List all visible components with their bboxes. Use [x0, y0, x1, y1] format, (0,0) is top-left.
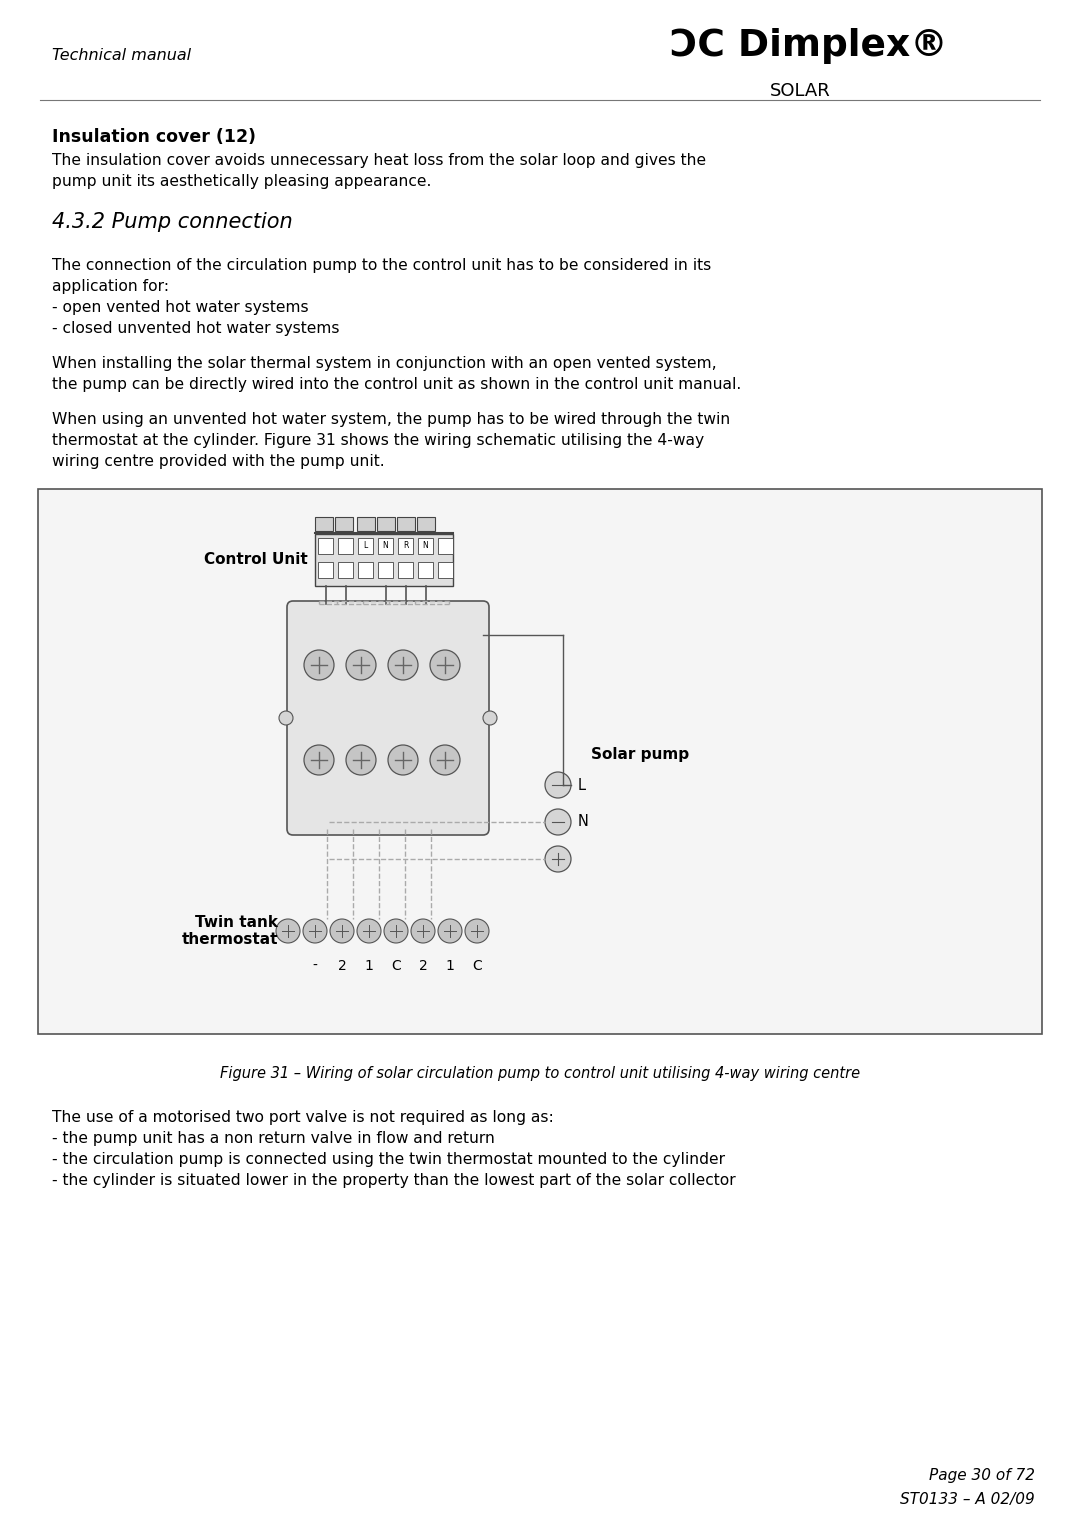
FancyBboxPatch shape	[287, 601, 489, 835]
Text: When installing the solar thermal system in conjunction with an open vented syst: When installing the solar thermal system…	[52, 356, 717, 371]
Bar	[357, 538, 373, 553]
Circle shape	[384, 918, 408, 943]
Bar	[438, 538, 453, 553]
Text: thermostat at the cylinder. Figure 31 shows the wiring schematic utilising the 4: thermostat at the cylinder. Figure 31 sh…	[52, 432, 704, 448]
Circle shape	[357, 918, 381, 943]
Text: N: N	[578, 814, 589, 829]
Bar	[399, 538, 413, 553]
Text: - the cylinder is situated lower in the property than the lowest part of the sol: - the cylinder is situated lower in the …	[52, 1173, 735, 1188]
Circle shape	[430, 650, 460, 681]
Circle shape	[276, 918, 300, 943]
Text: Figure 31 – Wiring of solar circulation pump to control unit utilising 4-way wir: Figure 31 – Wiring of solar circulation …	[220, 1065, 860, 1081]
Text: SOLAR: SOLAR	[770, 81, 831, 100]
Text: - the pump unit has a non return valve in flow and return: - the pump unit has a non return valve i…	[52, 1131, 495, 1147]
Text: ƆC Dimplex®: ƆC Dimplex®	[670, 28, 947, 64]
Bar	[318, 563, 333, 578]
Text: When using an unvented hot water system, the pump has to be wired through the tw: When using an unvented hot water system,…	[52, 412, 730, 428]
Bar	[315, 533, 453, 586]
Circle shape	[483, 711, 497, 725]
Text: - the circulation pump is connected using the twin thermostat mounted to the cyl: - the circulation pump is connected usin…	[52, 1151, 725, 1167]
Text: The insulation cover avoids unnecessary heat loss from the solar loop and gives : The insulation cover avoids unnecessary …	[52, 153, 706, 169]
Bar	[399, 563, 413, 578]
Circle shape	[465, 918, 489, 943]
Text: application for:: application for:	[52, 279, 168, 294]
Text: 4.3.2 Pump connection: 4.3.2 Pump connection	[52, 212, 293, 231]
Bar	[338, 538, 353, 553]
Text: -: -	[312, 960, 318, 973]
Bar	[357, 563, 373, 578]
Text: C: C	[472, 960, 482, 973]
Text: The use of a motorised two port valve is not required as long as:: The use of a motorised two port valve is…	[52, 1110, 554, 1125]
Circle shape	[545, 846, 571, 872]
Text: C: C	[391, 960, 401, 973]
Bar	[315, 517, 333, 530]
Text: 2: 2	[419, 960, 428, 973]
Text: R: R	[403, 541, 408, 550]
Circle shape	[330, 918, 354, 943]
Circle shape	[438, 918, 462, 943]
Bar	[438, 563, 453, 578]
Text: N: N	[422, 541, 429, 550]
Bar	[338, 563, 353, 578]
Bar	[357, 517, 375, 530]
Circle shape	[430, 745, 460, 776]
Bar	[418, 538, 433, 553]
Circle shape	[279, 711, 293, 725]
Circle shape	[303, 650, 334, 681]
Text: 1: 1	[365, 960, 374, 973]
Bar	[318, 538, 333, 553]
Text: Insulation cover (12): Insulation cover (12)	[52, 127, 256, 146]
Text: 1: 1	[446, 960, 455, 973]
Text: pump unit its aesthetically pleasing appearance.: pump unit its aesthetically pleasing app…	[52, 175, 431, 189]
Text: Technical manual: Technical manual	[52, 48, 191, 63]
Text: Control Unit: Control Unit	[204, 552, 308, 567]
Bar	[377, 517, 395, 530]
Circle shape	[303, 745, 334, 776]
Text: N: N	[382, 541, 389, 550]
Text: wiring centre provided with the pump unit.: wiring centre provided with the pump uni…	[52, 454, 384, 469]
Circle shape	[346, 745, 376, 776]
Bar	[418, 563, 433, 578]
Text: L: L	[578, 777, 586, 793]
Circle shape	[411, 918, 435, 943]
Bar	[38, 489, 1042, 1033]
Bar	[335, 517, 353, 530]
Text: L: L	[363, 541, 367, 550]
Circle shape	[545, 809, 571, 835]
Text: Page 30 of 72: Page 30 of 72	[929, 1469, 1035, 1482]
Text: 2: 2	[338, 960, 347, 973]
Circle shape	[545, 773, 571, 799]
Text: - closed unvented hot water systems: - closed unvented hot water systems	[52, 320, 339, 336]
Bar	[417, 517, 435, 530]
Bar	[378, 538, 393, 553]
Text: the pump can be directly wired into the control unit as shown in the control uni: the pump can be directly wired into the …	[52, 377, 741, 392]
Text: ST0133 – A 02/09: ST0133 – A 02/09	[901, 1492, 1035, 1507]
Circle shape	[303, 918, 327, 943]
Text: Twin tank
thermostat: Twin tank thermostat	[181, 915, 278, 947]
Text: Solar pump: Solar pump	[591, 748, 689, 762]
Text: The connection of the circulation pump to the control unit has to be considered : The connection of the circulation pump t…	[52, 258, 712, 273]
Text: - open vented hot water systems: - open vented hot water systems	[52, 300, 309, 314]
Bar	[378, 563, 393, 578]
Bar	[397, 517, 415, 530]
Circle shape	[346, 650, 376, 681]
Circle shape	[388, 745, 418, 776]
Circle shape	[388, 650, 418, 681]
